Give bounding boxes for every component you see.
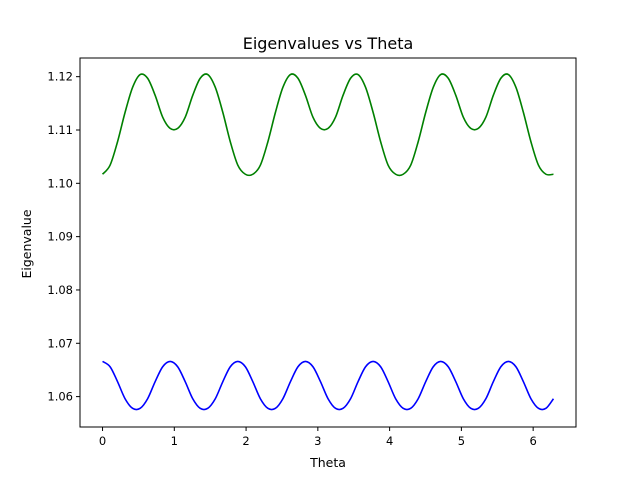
y-tick-label: 1.07 [47,336,73,350]
x-axis-label: Theta [309,455,346,470]
y-tick-label: 1.11 [47,123,73,137]
y-axis: 1.06 1.07 1.08 1.09 1.10 1.11 1.12 [47,70,80,404]
x-tick-label: 3 [314,434,321,448]
y-tick-label: 1.12 [47,70,73,84]
x-tick-label: 5 [458,434,465,448]
series-layer [101,73,555,411]
x-tick-label: 2 [242,434,249,448]
chart-title: Eigenvalues vs Theta [243,34,414,53]
x-tick-label: 1 [171,434,178,448]
x-axis: 0 1 2 3 4 5 6 [99,427,537,448]
series-line-2 [102,360,555,411]
y-tick-label: 1.06 [47,390,73,404]
y-axis-label: Eigenvalue [19,209,34,278]
plot-frame [79,57,577,428]
y-tick-label: 1.10 [47,176,73,190]
y-tick-label: 1.08 [47,283,73,297]
x-tick-label: 4 [386,434,393,448]
y-tick-label: 1.09 [47,230,73,244]
x-tick-label: 0 [99,434,106,448]
plot-area [79,57,577,428]
series-line-1 [101,73,554,177]
x-tick-label: 6 [529,434,536,448]
